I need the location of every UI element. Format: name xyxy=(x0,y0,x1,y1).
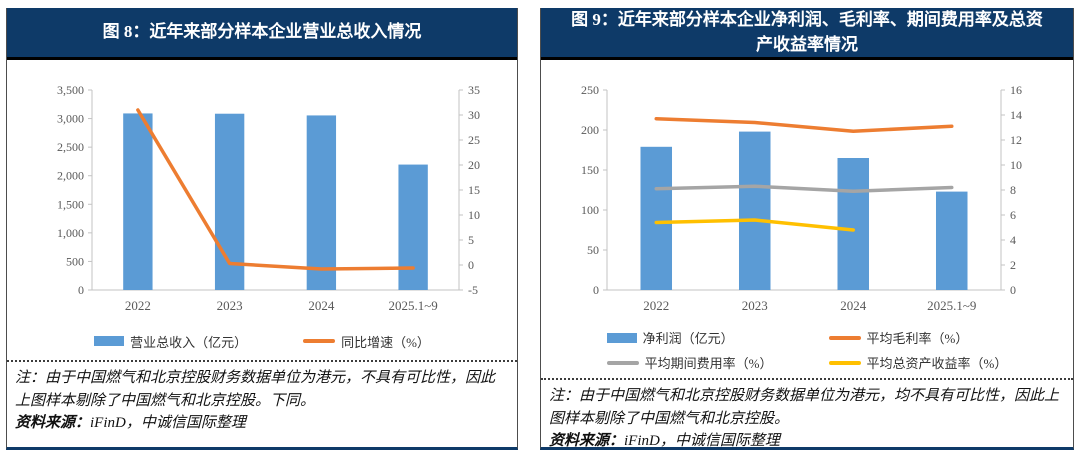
left-axis-label: 1,500 xyxy=(57,197,84,211)
left-axis-label: 1,000 xyxy=(57,226,84,240)
right-axis-label: 12 xyxy=(1010,133,1022,147)
legend-label: 同比增速（%） xyxy=(341,334,430,350)
source-label: 资料来源： xyxy=(15,415,91,431)
x-axis-category-label: 2023 xyxy=(742,298,768,313)
right-axis-label: 14 xyxy=(1010,108,1022,122)
legend-label: 净利润（亿元） xyxy=(642,331,734,346)
legend-item: 净利润（亿元） xyxy=(606,328,773,347)
legend-label: 平均总资产收益率（%） xyxy=(866,356,1008,371)
figure8-legend: 营业总收入（亿元） 同比增速（%） xyxy=(7,328,517,354)
legend-line-swatch xyxy=(606,360,639,365)
bar-segment xyxy=(935,191,968,290)
bar-segment xyxy=(640,146,673,290)
legend-label: 营业总收入（亿元） xyxy=(130,334,248,350)
right-axis-label: 2 xyxy=(1010,258,1016,272)
figure8-notes: 注：由于中国燃气和北京控股财务数据单位为港元，不具有可比性，因此上图样本剔除了中… xyxy=(7,360,517,447)
bar-segment xyxy=(306,115,337,290)
bar-segment xyxy=(738,131,771,290)
x-axis-category-label: 2025.1~9 xyxy=(388,298,437,313)
right-axis-label: 5 xyxy=(468,233,474,247)
figure9-title: 图 9：近年来部分样本企业净利润、毛利率、期间费用率及总资产收益率情况 xyxy=(541,8,1073,60)
legend-bar-swatch xyxy=(94,336,125,346)
legend-item: 平均毛利率（%） xyxy=(828,328,1008,347)
x-axis-category-label: 2024 xyxy=(840,298,867,313)
figure8-chart-area: 0 500 1,000 1,500 2,000 2,500 3,000 3,500 -5 0 5 10… xyxy=(7,60,517,356)
left-axis-label: 500 xyxy=(66,254,84,268)
left-axis-label: 200 xyxy=(581,123,599,137)
figure8-note-text: 注：由于中国燃气和北京控股财务数据单位为港元，不具有可比性，因此上图样本剔除了中… xyxy=(15,370,496,409)
right-axis-label: 4 xyxy=(1010,233,1016,247)
right-axis-label: 0 xyxy=(468,258,474,272)
legend-item: 平均总资产收益率（%） xyxy=(828,353,1008,372)
left-axis-label: 250 xyxy=(581,83,599,97)
legend-label: 平均期间费用率（%） xyxy=(644,356,773,371)
figure9-notes: 注：由于中国燃气和北京控股财务数据单位为港元，均不具有可比性，因此上图样本剔除了… xyxy=(541,378,1073,457)
x-axis-category-label: 2025.1~9 xyxy=(927,298,976,313)
figure8-panel: 图 8：近年来部分样本企业营业总收入情况 0 500 1,000 1,500 2,000… xyxy=(6,8,518,450)
source-text: iFinD，中诚信国际整理 xyxy=(624,433,780,449)
x-axis-category-label: 2023 xyxy=(217,298,243,313)
figure9-note-text: 注：由于中国燃气和北京控股财务数据单位为港元，均不具有可比性，因此上图样本剔除了… xyxy=(549,388,1060,427)
x-axis-category-label: 2024 xyxy=(308,298,335,313)
right-axis-label: 8 xyxy=(1010,183,1016,197)
right-axis-label: 10 xyxy=(1010,158,1022,172)
figure9-source-line: 资料来源：iFinD，中诚信国际整理 xyxy=(549,430,1065,453)
legend-item: 平均期间费用率（%） xyxy=(606,353,773,372)
figure8-title: 图 8：近年来部分样本企业营业总收入情况 xyxy=(7,8,517,60)
right-axis-label: -5 xyxy=(468,283,478,297)
left-axis-label: 0 xyxy=(593,283,599,297)
trend-line xyxy=(136,108,415,271)
legend-item: 同比增速（%） xyxy=(303,328,430,354)
right-axis-label: 0 xyxy=(1010,283,1016,297)
right-axis-label: 10 xyxy=(468,208,480,222)
legend-line-swatch xyxy=(828,335,861,340)
bar-segment xyxy=(837,158,870,290)
right-axis-label: 30 xyxy=(468,108,480,122)
figure9-chart: 0 50 100 150 200 250 0 2 4 6 8 10 12 14 16 2022 2023 2024… xyxy=(581,83,1022,313)
figure8-chart: 0 500 1,000 1,500 2,000 2,500 3,000 3,500 -5 0 5 10… xyxy=(57,83,480,313)
figure9-chart-area: 0 50 100 150 200 250 0 2 4 6 8 10 12 14 16 2022 2023 2024… xyxy=(541,60,1073,374)
x-axis-category-label: 2022 xyxy=(643,298,669,313)
trend-line xyxy=(654,117,954,133)
trend-line xyxy=(654,184,954,193)
trend-line xyxy=(654,218,855,232)
right-axis-label: 20 xyxy=(468,158,480,172)
source-label: 资料来源： xyxy=(549,433,625,449)
right-axis-label: 6 xyxy=(1010,208,1016,222)
right-axis-label: 35 xyxy=(468,83,480,97)
x-axis-category-label: 2022 xyxy=(125,298,151,313)
figure9-panel: 图 9：近年来部分样本企业净利润、毛利率、期间费用率及总资产收益率情况 0 50 1… xyxy=(540,8,1074,450)
right-axis-label: 16 xyxy=(1010,83,1022,97)
left-axis-label: 50 xyxy=(587,243,599,257)
legend-label: 平均毛利率（%） xyxy=(866,331,969,346)
left-axis-label: 2,500 xyxy=(57,140,84,154)
left-axis-label: 0 xyxy=(78,283,84,297)
legend-bar-swatch xyxy=(606,332,637,343)
right-axis-label: 25 xyxy=(468,133,480,147)
right-axis-label: 15 xyxy=(468,183,480,197)
left-axis-label: 100 xyxy=(581,203,599,217)
left-axis-label: 150 xyxy=(581,163,599,177)
bar-segment xyxy=(123,113,153,290)
bar-segment xyxy=(398,164,428,290)
left-axis-label: 2,000 xyxy=(57,169,84,183)
left-axis-label: 3,000 xyxy=(57,112,84,126)
figure9-legend: 净利润（亿元） 平均毛利率（%） 平均期间费用率（%） 平均总资产收益率（%） xyxy=(541,328,1073,372)
figure8-source-line: 资料来源：iFinD，中诚信国际整理 xyxy=(15,412,509,435)
legend-line-swatch xyxy=(828,360,861,365)
legend-item: 营业总收入（亿元） xyxy=(94,328,247,354)
legend-line-swatch xyxy=(303,339,336,343)
source-text: iFinD，中诚信国际整理 xyxy=(90,415,246,431)
left-axis-label: 3,500 xyxy=(57,83,84,97)
